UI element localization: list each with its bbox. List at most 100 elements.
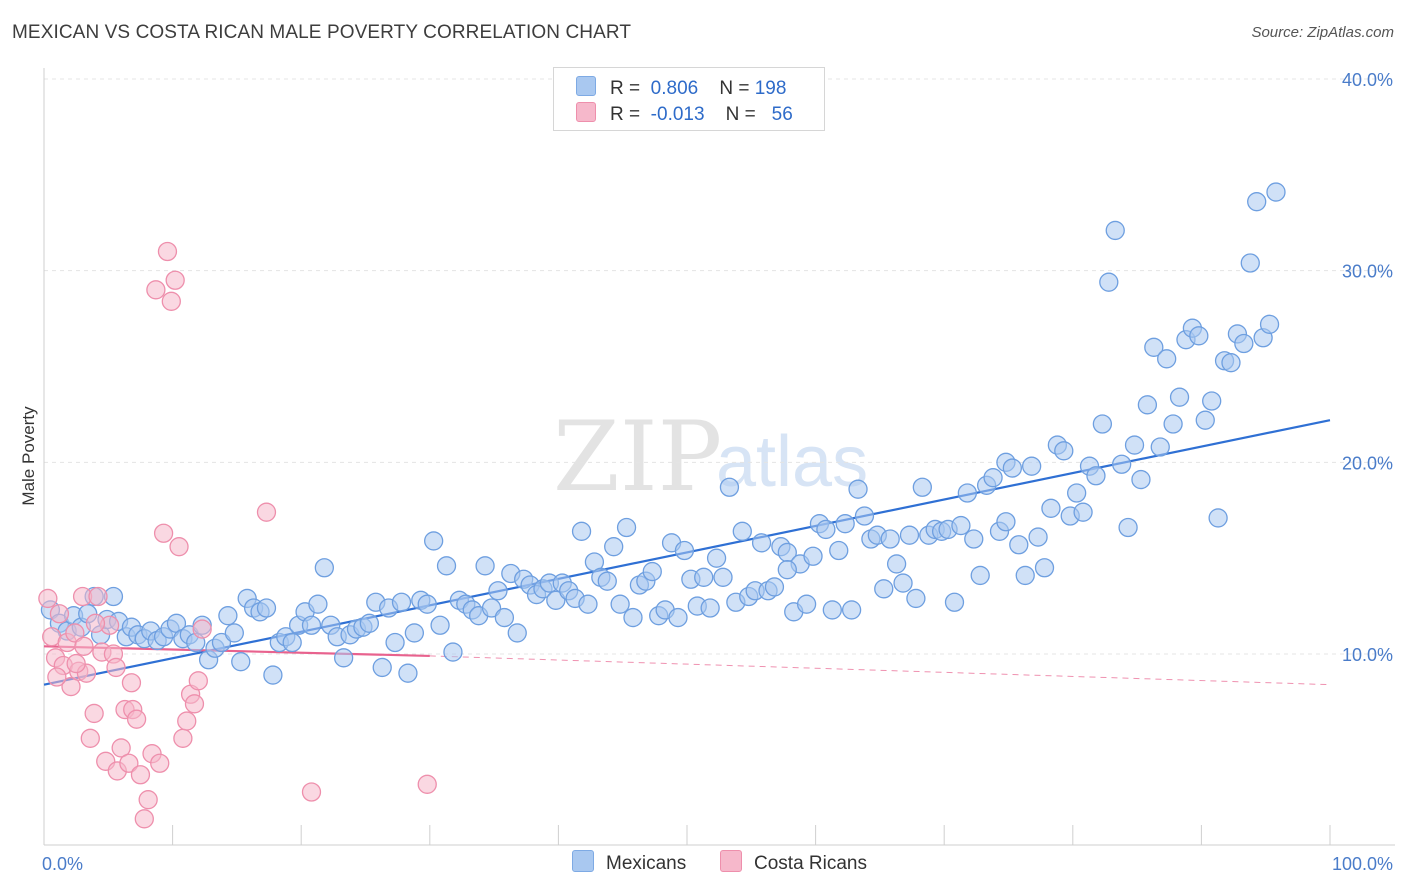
mexicans-point bbox=[835, 514, 855, 534]
mexicans-point bbox=[475, 556, 495, 576]
mexicans-point bbox=[1131, 469, 1151, 490]
mexicans-point bbox=[488, 581, 508, 601]
mexicans-point bbox=[874, 579, 894, 599]
mexicans-point bbox=[713, 567, 733, 587]
y-tick-label: 30.0% bbox=[1342, 262, 1393, 282]
legend-n-value: 56 bbox=[771, 104, 793, 125]
mexicans-point bbox=[732, 521, 752, 541]
mexicans-point bbox=[912, 477, 932, 497]
costa-ricans-point bbox=[61, 676, 81, 697]
legend-r-label: R = bbox=[610, 104, 641, 125]
mexicans-point bbox=[231, 652, 251, 672]
mexicans-point bbox=[1112, 454, 1132, 474]
mexicans-point bbox=[719, 477, 740, 497]
mexicans-point bbox=[803, 546, 823, 566]
legend-r-value: 0.806 bbox=[650, 78, 699, 99]
mexicans-point bbox=[391, 592, 412, 612]
costa-ricans-point bbox=[146, 280, 166, 300]
mexicans-point bbox=[578, 594, 598, 614]
legend-n-value: 198 bbox=[754, 78, 787, 99]
bottom-legend-mexicans: Mexicans bbox=[572, 850, 686, 875]
mexicans-point bbox=[694, 567, 714, 587]
mexicans-point bbox=[1234, 333, 1254, 354]
mexicans-point bbox=[829, 540, 849, 561]
mexicans-point bbox=[417, 594, 437, 614]
costa-ricans-point bbox=[301, 782, 322, 802]
costa-ricans-point bbox=[38, 588, 58, 609]
y-tick-label: 40.0% bbox=[1342, 70, 1393, 90]
watermark: ZIP atlas bbox=[553, 401, 868, 513]
chart-title: MEXICAN VS COSTA RICAN MALE POVERTY CORR… bbox=[12, 22, 632, 43]
mexicans-point bbox=[1247, 192, 1267, 212]
mexicans-point bbox=[957, 483, 977, 503]
mexicans-point bbox=[282, 632, 302, 653]
costa-ricans-point bbox=[134, 809, 154, 829]
mexicans-point bbox=[668, 607, 688, 628]
mexicans-point bbox=[906, 588, 926, 609]
mexicans-point bbox=[1137, 395, 1158, 415]
mexicans-point bbox=[1054, 441, 1074, 461]
mexicans-point bbox=[604, 537, 624, 557]
mexicans-point bbox=[822, 600, 842, 620]
grid-lines bbox=[44, 78, 1395, 655]
mexicans-point bbox=[1009, 535, 1029, 555]
mexicans-point bbox=[404, 623, 425, 643]
mexicans-point bbox=[385, 632, 405, 653]
mexicans-point bbox=[571, 521, 592, 541]
mexicans-point bbox=[1259, 314, 1280, 334]
mexicans-point bbox=[1144, 337, 1164, 357]
costa-ricans-point bbox=[80, 728, 100, 748]
mexicans-point bbox=[256, 598, 277, 618]
costa-ricans-point bbox=[165, 270, 185, 290]
bottom-legend-swatch-mexicans bbox=[572, 850, 594, 872]
mexicans-point bbox=[1221, 353, 1241, 373]
mexicans-point bbox=[899, 525, 920, 545]
legend-n-label: N = bbox=[719, 78, 750, 99]
costa-ricans-point bbox=[161, 291, 181, 311]
mexicans-point bbox=[1266, 182, 1286, 202]
legend-r-label: R = bbox=[610, 78, 641, 99]
mexicans-point bbox=[1169, 387, 1190, 407]
mexicans-point bbox=[1124, 435, 1145, 455]
mexicans-point bbox=[1189, 326, 1209, 346]
mexicans-point bbox=[1073, 502, 1093, 522]
mexicans-point bbox=[359, 613, 380, 633]
mexicans-point bbox=[1034, 558, 1055, 578]
costa-ricans-point bbox=[126, 709, 147, 729]
mexicans-point bbox=[796, 594, 817, 614]
mexicans-point bbox=[893, 573, 913, 593]
x-tick-label: 0.0% bbox=[42, 854, 83, 874]
mexicans-point bbox=[1092, 414, 1113, 434]
mexicans-point bbox=[1086, 466, 1106, 486]
mexicans-point bbox=[507, 623, 527, 643]
mexicans-point bbox=[751, 533, 772, 553]
mexicans-point bbox=[944, 592, 965, 612]
source-label: Source: ZipAtlas.com bbox=[1251, 24, 1394, 41]
costa-ricans-point bbox=[184, 694, 205, 714]
mexicans-point bbox=[263, 665, 283, 685]
mexicans-point bbox=[706, 548, 727, 568]
y-tick-label: 20.0% bbox=[1342, 453, 1393, 473]
costa-ricans-point bbox=[121, 673, 142, 693]
mexicans-point bbox=[314, 558, 334, 578]
costa-ricans-point bbox=[138, 790, 158, 810]
mexicans-point bbox=[1028, 527, 1048, 547]
mexicans-point bbox=[372, 657, 392, 678]
mexicans-point bbox=[481, 598, 502, 618]
mexicans-point bbox=[616, 517, 637, 538]
mexicans-point bbox=[1105, 220, 1125, 241]
bottom-legend-costa-ricans: Costa Ricans bbox=[720, 850, 867, 875]
costa-ricans-point bbox=[88, 586, 108, 607]
mexicans-point bbox=[546, 590, 566, 610]
mexicans-point bbox=[880, 529, 900, 549]
mexicans-point bbox=[1021, 456, 1042, 476]
legend-n-label: N = bbox=[725, 104, 756, 125]
mexicans-point bbox=[964, 529, 984, 549]
mexicans-point bbox=[224, 623, 244, 643]
costa-ricans-point bbox=[188, 671, 208, 691]
mexicans-point bbox=[674, 540, 695, 561]
mexicans-point bbox=[610, 594, 630, 614]
mexicans-point bbox=[764, 577, 785, 597]
legend-row-costa-ricans: R = -0.013 N = 56 bbox=[576, 102, 793, 126]
mexicans-point bbox=[1150, 437, 1170, 457]
